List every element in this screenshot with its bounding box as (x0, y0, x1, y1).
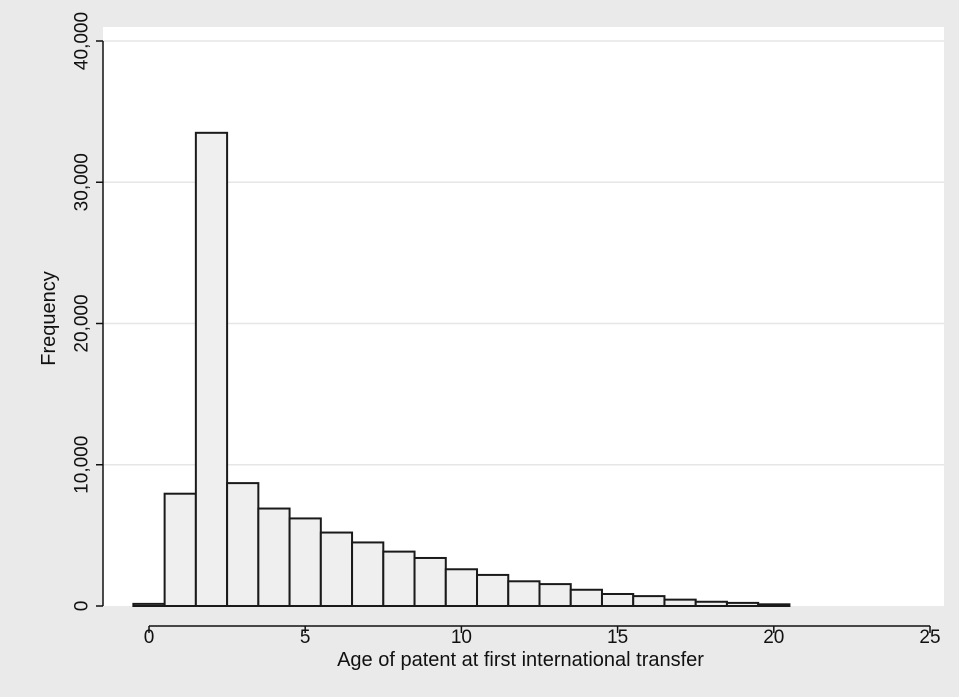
histogram-bars (132, 131, 791, 608)
x-axis-label: Age of patent at first international tra… (337, 649, 704, 671)
histogram-bar (226, 482, 260, 607)
x-tick-label: 15 (607, 627, 628, 648)
histogram-bar (444, 568, 479, 608)
histogram-bar (257, 507, 291, 608)
histogram-bar (569, 588, 603, 607)
histogram-bar (476, 573, 510, 607)
y-tick-label: 10,000 (72, 436, 93, 494)
histogram-bar (351, 541, 385, 607)
histogram-bar (632, 595, 666, 607)
histogram-bar (538, 583, 572, 608)
grid-lines (103, 40, 944, 466)
histogram-bar (194, 131, 229, 607)
histogram-bar (757, 603, 791, 607)
histogram-bar (663, 598, 697, 607)
histogram-bar (319, 531, 354, 607)
y-tick-label: 0 (72, 601, 93, 612)
histogram-bar (507, 580, 541, 607)
x-tick-label: 5 (300, 627, 311, 648)
histogram-bar (163, 492, 197, 607)
x-tick-label: 25 (919, 627, 940, 648)
histogram-bar (288, 517, 322, 607)
x-tick-label: 20 (763, 627, 784, 648)
histogram-bar (694, 600, 728, 608)
tick-labels: 0 10,000 20,000 30,000 40,000 0 5 10 15 20 25 (72, 12, 941, 648)
histogram-bar (132, 602, 166, 607)
y-tick-label: 20,000 (72, 294, 93, 352)
x-tick-label: 10 (451, 627, 472, 648)
histogram-bar (725, 601, 760, 608)
histogram-bar (600, 592, 635, 608)
y-tick-label: 30,000 (72, 153, 93, 211)
x-tick-label: 0 (144, 627, 155, 648)
y-axis-label: Frequency (38, 271, 60, 366)
y-tick-label: 40,000 (72, 12, 93, 70)
histogram-bar (413, 556, 447, 607)
histogram-bar (382, 550, 416, 608)
